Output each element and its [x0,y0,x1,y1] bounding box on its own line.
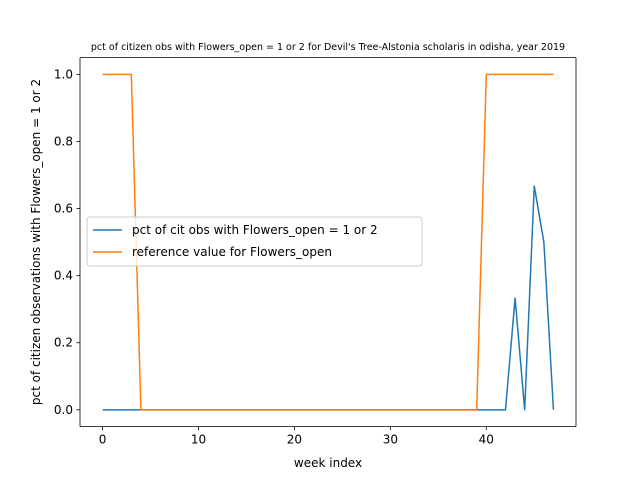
x-axis-label: week index [294,456,362,470]
x-tick-label: 10 [191,433,206,447]
y-tick-label: 0.4 [54,269,73,283]
chart-title: pct of citizen obs with Flowers_open = 1… [91,42,565,53]
series-line-2 [102,73,554,411]
y-tick-label: 0.0 [54,403,73,417]
x-tick-label: 20 [287,433,302,447]
y-tick-label: 0.8 [54,134,73,148]
y-tick-label: 0.6 [54,202,73,216]
legend-box [86,216,423,267]
x-tick-label: 0 [99,433,107,447]
legend-label-series-1: pct of cit obs with Flowers_open = 1 or … [132,223,378,237]
plot-area [79,57,577,428]
series-layer [102,73,555,411]
y-axis-label: pct of citizen observations with Flowers… [29,79,43,405]
y-tick-label: 1.0 [54,67,73,81]
x-tick-label: 30 [383,433,398,447]
x-tick-label: 40 [479,433,494,447]
x-axis-ticks: 0 10 20 30 40 [99,426,494,447]
y-tick-label: 0.2 [54,336,73,350]
legend-label-series-2: reference value for Flowers_open [132,245,332,259]
y-axis-ticks: 0.0 0.2 0.4 0.6 0.8 1.0 [54,67,80,417]
legend: pct of cit obs with Flowers_open = 1 or … [86,216,423,267]
